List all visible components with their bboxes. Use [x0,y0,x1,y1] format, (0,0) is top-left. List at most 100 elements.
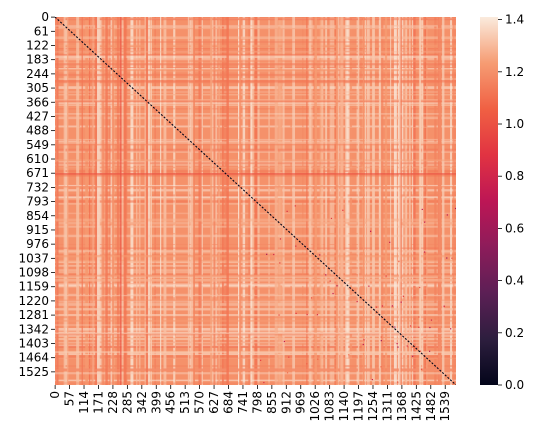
heatmap-row-band [55,194,456,198]
heatmap-row-band [55,73,456,77]
heatmap-cell [286,372,289,374]
heatmap-column-band [390,17,392,385]
heatmap-row-band [55,341,456,344]
heatmap-cell [429,326,431,329]
heatmap-row-band [55,174,456,177]
heatmap-row-band [55,225,456,228]
heatmap-column-band [85,17,89,385]
y-tick-label: 1220 [18,294,49,308]
heatmap-cell [402,295,405,297]
x-tick-label: 627 [207,391,221,414]
heatmap-cell [368,285,370,287]
x-tick-label: 0 [48,391,62,399]
heatmap-column-band [76,17,80,385]
heatmap-column-band [398,17,401,385]
y-tick-label: 610 [26,152,49,166]
heatmap-row-band [55,247,456,249]
heatmap-row-band [55,351,456,355]
heatmap-column-band [248,17,252,385]
heatmap-column-band [63,17,66,385]
x-tick-label: 570 [193,391,207,414]
heatmap-cell [419,350,422,352]
heatmap-column-band [320,17,324,385]
heatmap-column-band [404,17,407,385]
heatmap-column-band [109,17,111,385]
heatmap-row-band [55,275,456,278]
x-tick-label: 399 [149,391,163,414]
y-tick-label: 915 [26,223,49,237]
heatmap-cell [371,378,373,381]
heatmap-column-band [116,17,120,385]
heatmap-row-band [55,260,456,264]
heatmap-cell [348,354,350,356]
heatmap-cell [380,340,382,342]
heatmap-row-band [55,287,456,290]
heatmap-column-band [150,17,152,385]
heatmap-row-band [55,223,456,226]
heatmap-row-band [55,324,456,326]
heatmap-row-band [55,141,456,144]
heatmap-cell [443,306,445,308]
heatmap-row-band [55,345,456,348]
heatmap-column-band [226,17,229,385]
heatmap-column-band [426,17,428,385]
heatmap-cells [55,17,456,385]
heatmap-row-band [55,63,456,66]
heatmap-column-band [277,17,281,385]
heatmap-row-band [55,79,456,83]
heatmap-cell [286,210,288,212]
heatmap-diagonal [55,17,456,385]
x-tick-label: 1368 [395,391,409,422]
heatmap-column-band [319,17,322,385]
heatmap-row-band [55,138,456,141]
heatmap-row-band [55,24,456,27]
heatmap-column-band [144,17,146,385]
heatmap-row-band [55,332,456,334]
heatmap-row-band [55,351,456,353]
heatmap-low-band [120,17,122,385]
x-tick-label: 1425 [409,391,423,422]
heatmap-column-band [306,17,308,385]
heatmap-cell [418,326,420,328]
y-tick-label: 0 [41,10,49,24]
y-tick-label: 427 [26,109,49,123]
heatmap-row-band [55,69,456,72]
heatmap-cell [283,340,285,343]
x-tick-label: 1482 [424,391,438,422]
y-tick-label: 366 [26,95,49,109]
heatmap-cell [319,254,321,256]
heatmap-column-band [121,17,124,385]
heatmap-column-band [345,17,348,385]
heatmap-row-band [55,102,456,105]
heatmap-column-band [349,17,353,385]
x-tick-label: 741 [236,391,250,414]
heatmap-column-band [65,17,69,385]
heatmap-column-band [274,17,278,385]
y-tick-label: 793 [26,195,49,209]
heatmap-cell [362,343,364,346]
heatmap-row-band [55,331,456,334]
heatmap-row-band [55,303,456,306]
x-tick-label: 456 [164,391,178,414]
x-tick-label: 228 [106,391,120,414]
x-tick-label: 1140 [337,391,351,422]
heatmap-column-band [55,17,59,385]
y-tick-label: 1037 [18,251,49,265]
y-tick-label: 1159 [18,280,49,294]
heatmap-column-band [399,17,403,385]
heatmap-row-band [55,184,456,187]
heatmap-column-band [419,17,422,385]
x-axis: 0 57 114 171 228 285 342 399 456 513 570 627 684 741 7… [48,385,452,422]
heatmap-column-band [163,17,167,385]
heatmap-cell [316,314,319,316]
heatmap-cell [423,251,426,253]
heatmap-cell [356,301,358,303]
y-tick-label: 549 [26,138,49,152]
y-tick-label: 244 [26,67,49,81]
heatmap-row-band [55,78,456,80]
heatmap-column-band [357,17,360,385]
heatmap-column-band [450,17,452,385]
heatmap-column-band [438,17,442,385]
heatmap-column-band [442,17,445,385]
heatmap-row-band [55,166,456,169]
